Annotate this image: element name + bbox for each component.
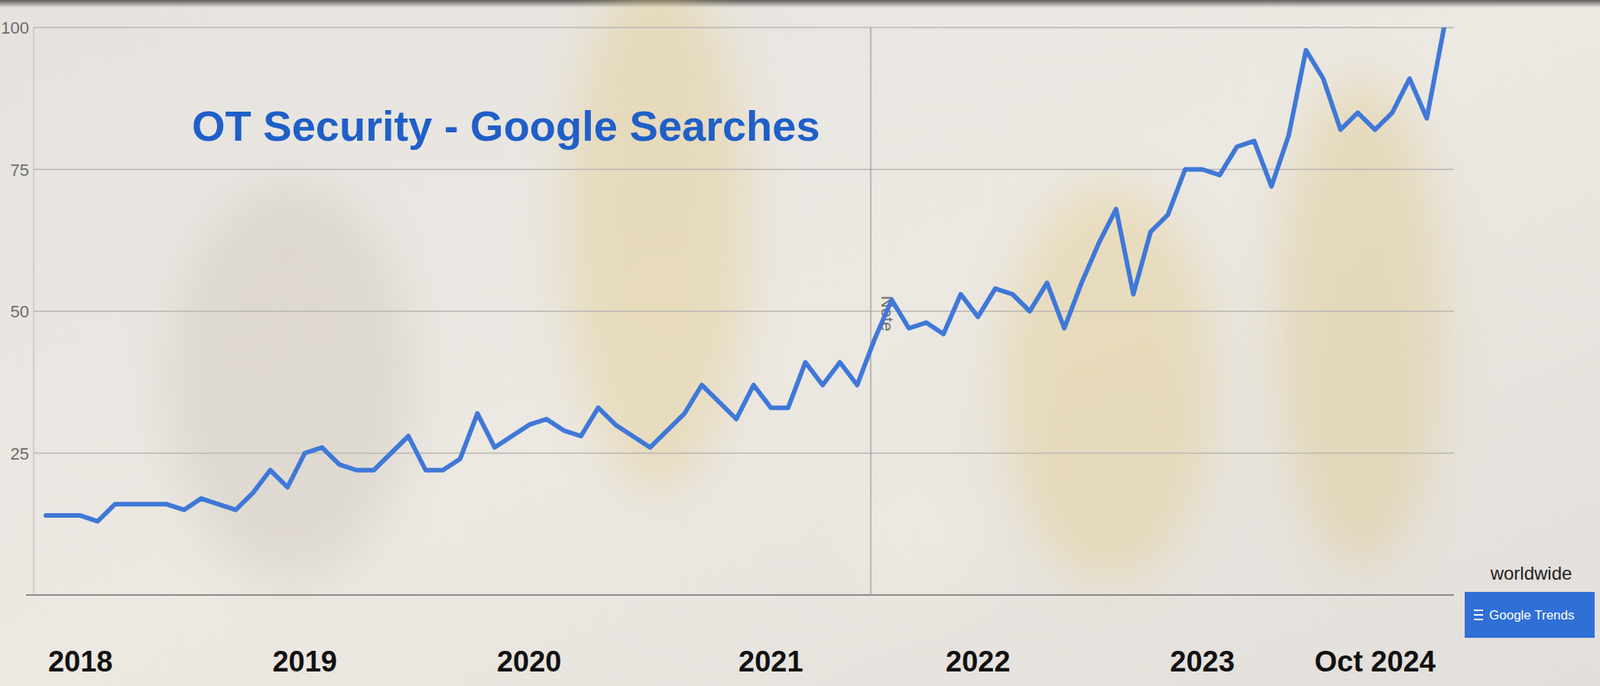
background xyxy=(0,0,1600,686)
y-tick-label: 25 xyxy=(10,444,30,464)
x-tick-label: 2023 xyxy=(1170,645,1236,678)
region-label: worldwide xyxy=(1489,562,1573,584)
grid xyxy=(33,27,1454,454)
plot-area xyxy=(45,27,1445,522)
grid-line xyxy=(33,168,1454,171)
y-axis-line xyxy=(33,27,35,595)
title: OT Security - Google Searches xyxy=(191,101,821,150)
x-tick-label: 2022 xyxy=(945,645,1011,678)
note-line xyxy=(869,27,872,595)
x-tick-label: 2019 xyxy=(272,645,338,678)
trend-line xyxy=(45,27,1445,522)
background-shapes xyxy=(168,0,1445,604)
x-tick-label: 2020 xyxy=(496,645,562,678)
background-band xyxy=(0,0,1600,8)
x-tick-label: 2018 xyxy=(48,645,114,678)
x-axis-line xyxy=(25,593,1454,596)
y-tick-label: 75 xyxy=(10,160,30,180)
y-tick-label: 50 xyxy=(10,301,30,322)
grid-line xyxy=(33,310,1454,312)
x-tick-label: 2021 xyxy=(738,645,804,678)
x-tick-label: Oct 2024 xyxy=(1314,645,1435,678)
grid-line xyxy=(33,26,1454,29)
y-tick-label: 100 xyxy=(0,18,30,38)
badge xyxy=(1464,591,1595,638)
grid-line xyxy=(33,452,1454,455)
badge-icon xyxy=(1473,610,1484,620)
badge-label: Google Trends xyxy=(1489,607,1575,623)
chart: 255075100NoteOT Security - Google Search… xyxy=(0,0,1600,686)
